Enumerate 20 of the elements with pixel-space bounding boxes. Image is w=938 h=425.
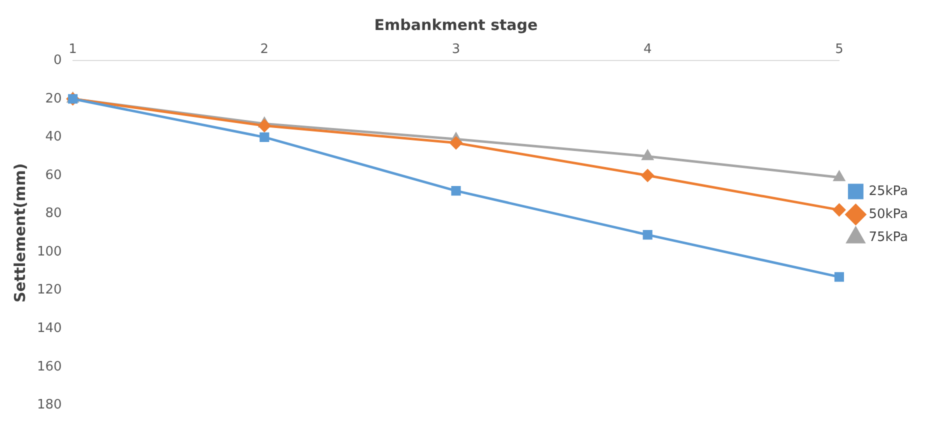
y-tick-label: 0 bbox=[54, 52, 62, 68]
x-tick-label: 1 bbox=[68, 42, 77, 58]
y-tick-label: 40 bbox=[45, 130, 62, 145]
y-tick-label: 80 bbox=[45, 206, 62, 222]
x-tick-label: 2 bbox=[260, 42, 269, 58]
legend-label: 25kPa bbox=[868, 184, 908, 199]
y-tick-label: 180 bbox=[36, 398, 62, 413]
x-axis-title: Embankment stage bbox=[374, 16, 538, 34]
legend-label: 75kPa bbox=[868, 230, 908, 245]
x-tick-label: 3 bbox=[452, 42, 460, 58]
y-tick-label: 60 bbox=[45, 168, 62, 183]
x-tick-label: 5 bbox=[835, 42, 844, 58]
y-tick-label: 140 bbox=[36, 320, 62, 336]
x-tick-label: 4 bbox=[643, 42, 652, 58]
y-axis-title: Settlement(mm) bbox=[10, 163, 29, 303]
y-tick-label: 100 bbox=[36, 244, 62, 260]
legend-label: 50kPa bbox=[868, 206, 908, 222]
y-tick-label: 20 bbox=[45, 91, 62, 106]
y-tick-label: 160 bbox=[36, 359, 62, 374]
y-tick-label: 120 bbox=[36, 282, 62, 298]
